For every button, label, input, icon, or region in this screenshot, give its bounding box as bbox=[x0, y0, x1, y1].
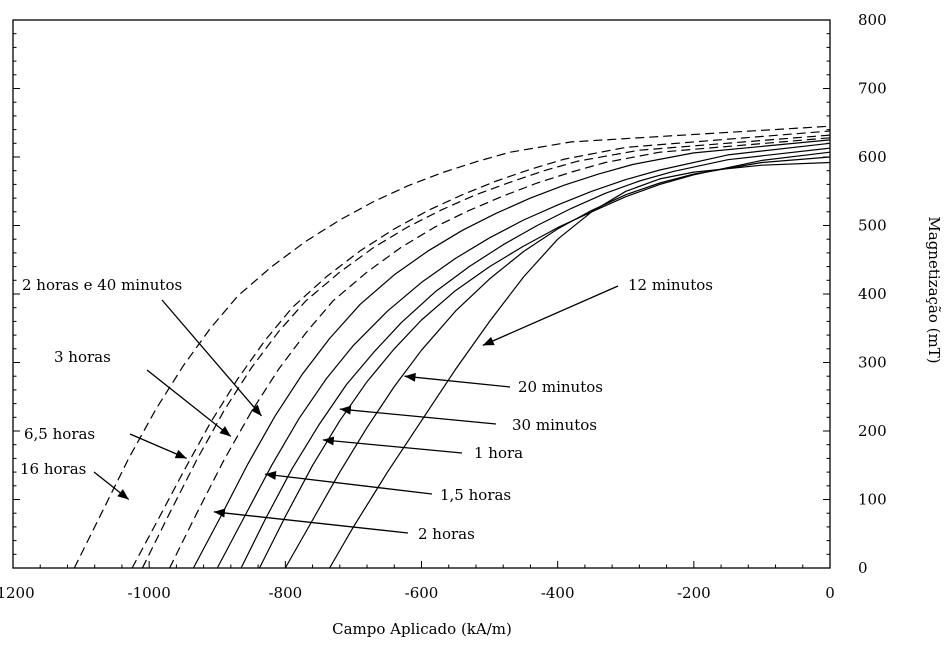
series-line-7 bbox=[169, 137, 831, 569]
annotation-arrowhead bbox=[219, 426, 231, 437]
series-line-2 bbox=[284, 156, 831, 569]
annotation-arrow bbox=[482, 285, 619, 346]
series-line-1 bbox=[329, 161, 831, 569]
annotation-label: 3 horas bbox=[54, 348, 111, 366]
annotation-label: 16 horas bbox=[20, 460, 86, 478]
annotation-label: 20 minutos bbox=[518, 378, 603, 396]
annotation-arrowhead bbox=[250, 404, 262, 416]
x-tick-label: -200 bbox=[677, 584, 711, 602]
x-tick-label: 0 bbox=[825, 584, 835, 602]
x-tick-label: -600 bbox=[405, 584, 439, 602]
x-tick-label: -1000 bbox=[128, 584, 171, 602]
annotation-arrowhead bbox=[117, 489, 129, 500]
annotation-label: 2 horas bbox=[418, 525, 475, 543]
annotation-arrowhead bbox=[264, 470, 277, 480]
annotation-label: 2 horas e 40 minutos bbox=[22, 276, 182, 294]
annotation-label: 30 minutos bbox=[512, 416, 597, 434]
annotations-layer: 12 minutos 20 minutos 30 minutos 1 hora 1,5 … bbox=[20, 276, 713, 543]
series-line-9 bbox=[131, 130, 831, 569]
y-tick-label: 800 bbox=[858, 11, 887, 29]
annotation-arrow bbox=[322, 439, 463, 454]
y-tick-label: 500 bbox=[858, 217, 887, 235]
series-layer bbox=[73, 125, 831, 569]
annotation-arrow bbox=[404, 375, 511, 388]
annotation-arrowhead bbox=[174, 449, 187, 459]
y-tick-label: 400 bbox=[858, 285, 887, 303]
series-line-6 bbox=[192, 139, 831, 569]
annotation-arrow bbox=[213, 511, 409, 534]
series-line-3 bbox=[258, 151, 831, 569]
x-axis-title: Campo Aplicado (kA/m) bbox=[332, 620, 512, 638]
y-tick-label: 300 bbox=[858, 354, 887, 372]
series-line-10 bbox=[73, 125, 831, 569]
annotation-arrow bbox=[161, 299, 262, 417]
annotation-label: 1,5 horas bbox=[440, 486, 511, 504]
annotation-arrow bbox=[339, 408, 497, 425]
x-tick-label: -400 bbox=[541, 584, 575, 602]
plot-frame bbox=[12, 19, 831, 569]
annotation-arrow bbox=[146, 369, 232, 437]
annotation-arrow bbox=[264, 473, 433, 495]
annotation-arrowhead bbox=[213, 508, 226, 518]
annotation-arrowhead bbox=[322, 436, 335, 446]
y-tick-label: 100 bbox=[858, 491, 887, 509]
annotation-label: 12 minutos bbox=[628, 276, 713, 294]
ticks-layer: -1200 -1000 -800 -600 -400 -200 0 0 100 200 300 400… bbox=[0, 11, 887, 602]
y-tick-label: 700 bbox=[858, 80, 887, 98]
x-tick-label: -1200 bbox=[0, 584, 35, 602]
series-line-8 bbox=[141, 134, 831, 569]
annotation-arrowhead bbox=[482, 336, 495, 346]
y-tick-label: 0 bbox=[858, 559, 868, 577]
annotation-label: 6,5 horas bbox=[24, 425, 95, 443]
y-axis-title: Magnetização (mT) bbox=[925, 216, 943, 363]
series-line-4 bbox=[240, 147, 831, 569]
annotation-arrowhead bbox=[404, 372, 416, 382]
annotation-label: 1 hora bbox=[474, 444, 523, 462]
series-line-5 bbox=[216, 142, 831, 569]
x-tick-label: -800 bbox=[268, 584, 302, 602]
annotation-arrowhead bbox=[339, 405, 352, 415]
y-tick-label: 200 bbox=[858, 422, 887, 440]
y-tick-label: 600 bbox=[858, 148, 887, 166]
